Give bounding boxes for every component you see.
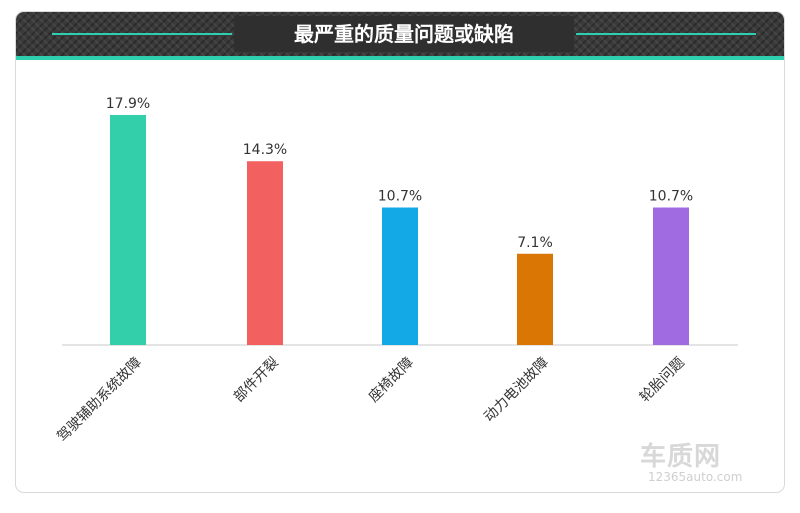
x-tick-label-4: 动力电池故障 bbox=[481, 355, 552, 426]
data-label-3: 10.7% bbox=[378, 189, 422, 205]
data-label-5: 10.7% bbox=[649, 189, 693, 205]
title-box: 最严重的质量问题或缺陷 bbox=[234, 16, 574, 52]
chart-header: 最严重的质量问题或缺陷 bbox=[16, 12, 784, 56]
bar-2 bbox=[247, 161, 283, 345]
data-label-2: 14.3% bbox=[243, 142, 287, 158]
header-decor-line-right bbox=[576, 33, 756, 35]
watermark-brand: 车质网 bbox=[640, 442, 722, 472]
header-accent-bar bbox=[16, 56, 784, 60]
x-tick-label-5: 轮胎问题 bbox=[637, 355, 688, 406]
bars-layer: 17.9% 驾驶辅助系统故障 14.3% 部件开裂 10.7% 座椅故障 7.1% 动力电池故… bbox=[54, 96, 693, 445]
bar-1 bbox=[110, 114, 146, 345]
bar-4 bbox=[517, 253, 553, 345]
watermark-site: 12365auto.com bbox=[648, 470, 743, 484]
x-tick-label-2: 部件开裂 bbox=[231, 355, 282, 406]
chart-title: 最严重的质量问题或缺陷 bbox=[294, 22, 514, 46]
header-decor-line-left bbox=[52, 33, 232, 35]
data-label-1: 17.9% bbox=[106, 96, 150, 112]
bar-5 bbox=[653, 207, 689, 345]
bar-3 bbox=[382, 207, 418, 345]
x-tick-label-3: 座椅故障 bbox=[366, 355, 417, 406]
watermark: 车质网 12365auto.com bbox=[640, 436, 780, 486]
data-label-4: 7.1% bbox=[517, 235, 553, 251]
x-tick-label-1: 驾驶辅助系统故障 bbox=[54, 355, 145, 446]
